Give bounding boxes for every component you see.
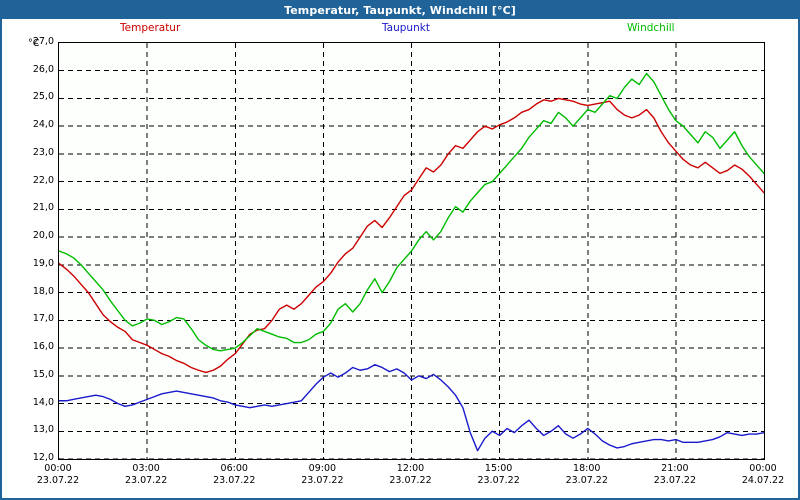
page-title: Temperatur, Taupunkt, Windchill [°C] bbox=[284, 4, 516, 17]
x-tick-time: 12:00 bbox=[396, 463, 425, 474]
chart-legend: Temperatur Taupunkt Windchill bbox=[2, 22, 798, 38]
x-axis-tick-1: 03:00 23.07.22 bbox=[111, 463, 181, 487]
x-tick-date: 23.07.22 bbox=[124, 475, 168, 486]
y-axis-tick-19-0: 19,0 bbox=[32, 257, 54, 269]
x-tick-time: 03:00 bbox=[132, 463, 160, 474]
x-tick-time: 00:00 bbox=[749, 463, 777, 474]
y-axis-tick-13-0: 13,0 bbox=[32, 424, 54, 436]
y-axis-tick-17-0: 17,0 bbox=[32, 313, 54, 325]
x-axis-tick-4: 12:00 23.07.22 bbox=[376, 463, 446, 487]
y-axis-tick-27-0: 27,0 bbox=[32, 36, 54, 47]
x-axis-tick-2: 06:00 23.07.22 bbox=[199, 463, 269, 487]
x-axis-tick-0: 00:00 23.07.22 bbox=[23, 463, 93, 487]
x-axis-tick-labels: 00:00 23.07.22 03:00 23.07.22 06:00 23.07.22 0… bbox=[2, 463, 798, 497]
plot-area bbox=[58, 42, 765, 460]
x-tick-date: 23.07.22 bbox=[213, 475, 256, 486]
series-line-temperatur bbox=[59, 97, 764, 374]
legend-item-temperatur: Temperatur bbox=[120, 22, 181, 34]
y-axis-tick-22-0: 22,0 bbox=[32, 174, 54, 186]
x-tick-time: 06:00 bbox=[220, 463, 248, 474]
x-tick-date: 23.07.22 bbox=[301, 475, 344, 486]
legend-item-windchill: Windchill bbox=[627, 22, 675, 34]
x-tick-date: 23.07.22 bbox=[389, 475, 432, 486]
series-line-windchill bbox=[59, 72, 764, 352]
x-tick-date: 23.07.22 bbox=[653, 475, 697, 486]
x-tick-date: 23.07.22 bbox=[477, 475, 520, 486]
y-axis-tick-14-0: 14,0 bbox=[32, 396, 54, 408]
x-tick-time: 09:00 bbox=[308, 463, 337, 474]
x-axis-tick-3: 09:00 23.07.22 bbox=[287, 463, 357, 487]
y-axis-tick-24-0: 24,0 bbox=[32, 119, 54, 131]
x-axis-tick-5: 15:00 23.07.22 bbox=[464, 463, 534, 487]
y-axis-unit-label: °C bbox=[28, 38, 40, 49]
window-title-bar: Temperatur, Taupunkt, Windchill [°C] bbox=[2, 2, 798, 19]
x-tick-time: 18:00 bbox=[573, 463, 601, 474]
y-axis-tick-25-0: 25,0 bbox=[32, 91, 54, 103]
x-axis-tick-7: 21:00 23.07.22 bbox=[640, 463, 710, 487]
series-line-taupunkt bbox=[59, 364, 764, 452]
x-tick-date: 24.07.22 bbox=[741, 475, 785, 486]
x-axis-tick-6: 18:00 23.07.22 bbox=[552, 463, 622, 487]
x-tick-date: 23.07.22 bbox=[36, 475, 80, 486]
chart-canvas bbox=[59, 43, 764, 459]
y-axis-tick-20-0: 20,0 bbox=[32, 230, 54, 242]
y-axis-tick-labels: 27,0 26,0 25,0 24,0 23,0 22,0 21,0 20,0 19,0 18,0… bbox=[2, 2, 54, 498]
y-axis-tick-26-0: 26,0 bbox=[32, 63, 54, 75]
x-tick-time: 21:00 bbox=[661, 463, 689, 474]
data-series-group bbox=[59, 72, 764, 452]
y-axis-tick-23-0: 23,0 bbox=[32, 146, 54, 158]
x-tick-time: 00:00 bbox=[44, 463, 72, 474]
y-axis-tick-12-0: 12,0 bbox=[32, 452, 54, 463]
y-axis-tick-16-0: 16,0 bbox=[32, 341, 54, 353]
x-tick-time: 15:00 bbox=[484, 463, 513, 474]
legend-item-taupunkt: Taupunkt bbox=[382, 22, 430, 34]
y-axis-tick-18-0: 18,0 bbox=[32, 285, 54, 297]
y-axis-tick-21-0: 21,0 bbox=[32, 202, 54, 214]
x-tick-date: 23.07.22 bbox=[565, 475, 608, 486]
y-axis-tick-15-0: 15,0 bbox=[32, 368, 54, 380]
x-axis-tick-8: 00:00 24.07.22 bbox=[728, 463, 798, 487]
